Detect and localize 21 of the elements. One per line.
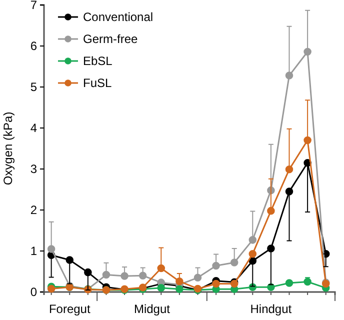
- y-axis-title: Oxygen (kPa): [1, 112, 15, 186]
- y-tick-label: 4: [30, 120, 38, 135]
- y-tick-label: 5: [30, 80, 38, 94]
- point: [157, 284, 166, 292]
- y-tick-label: 0: [30, 284, 38, 299]
- y-tick-label: 7: [30, 0, 38, 12]
- legend-label: FuSL: [83, 76, 112, 90]
- legend-label: EbSL: [83, 54, 113, 68]
- text: Foregut: [48, 302, 91, 316]
- y-tick-label: 1: [30, 244, 38, 258]
- legend-label: Conventional: [83, 10, 154, 24]
- y-tick-label: 6: [30, 38, 38, 53]
- y-tick-label: 2: [30, 202, 38, 217]
- text: Midgut: [134, 302, 171, 316]
- point: [176, 285, 184, 294]
- point: [248, 250, 257, 258]
- legend-label: Germ-free: [83, 32, 138, 46]
- text: Hindgut: [250, 302, 292, 316]
- point: [212, 280, 220, 288]
- point: [285, 279, 294, 287]
- y-tick-label: 3: [30, 162, 38, 176]
